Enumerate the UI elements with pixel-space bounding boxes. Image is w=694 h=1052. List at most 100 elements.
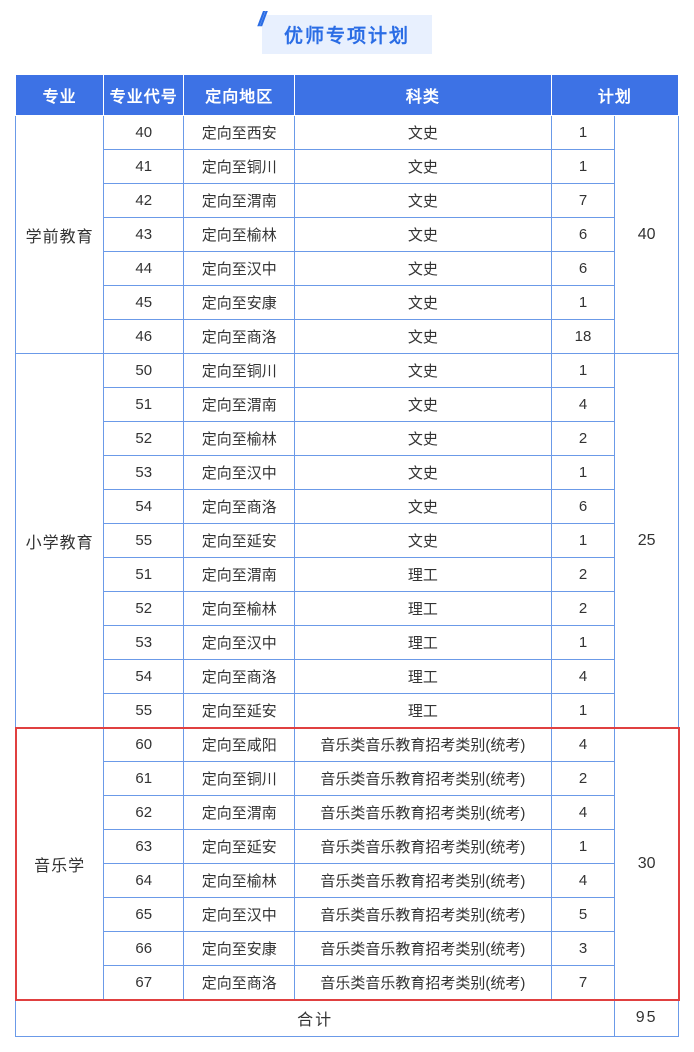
region-cell: 定向至安康	[184, 932, 295, 966]
table-row: 41定向至铜川文史1	[16, 150, 679, 184]
table-row: 43定向至榆林文史6	[16, 218, 679, 252]
subject-cell: 文史	[295, 354, 552, 388]
page-title: // 优师专项计划	[262, 15, 432, 54]
subject-cell: 理工	[295, 558, 552, 592]
code-cell: 53	[104, 456, 184, 490]
code-cell: 53	[104, 626, 184, 660]
table-row: 51定向至渭南理工2	[16, 558, 679, 592]
subject-cell: 理工	[295, 592, 552, 626]
table-row: 65定向至汉中音乐类音乐教育招考类别(统考)5	[16, 898, 679, 932]
code-cell: 55	[104, 524, 184, 558]
subject-cell: 文史	[295, 320, 552, 354]
count-cell: 1	[551, 286, 615, 320]
table-wrapper: 专业 专业代号 定向地区 科类 计划 学前教育40定向至西安文史14041定向至…	[15, 74, 679, 1037]
count-cell: 1	[551, 626, 615, 660]
region-cell: 定向至渭南	[184, 558, 295, 592]
code-cell: 55	[104, 694, 184, 728]
count-cell: 2	[551, 762, 615, 796]
plan-table: 专业 专业代号 定向地区 科类 计划 学前教育40定向至西安文史14041定向至…	[15, 74, 679, 1037]
header-subject: 科类	[295, 75, 552, 116]
subject-cell: 音乐类音乐教育招考类别(统考)	[295, 830, 552, 864]
title-accent-icon: //	[258, 9, 263, 32]
table-row: 46定向至商洛文史18	[16, 320, 679, 354]
region-cell: 定向至榆林	[184, 422, 295, 456]
code-cell: 60	[104, 728, 184, 762]
code-cell: 66	[104, 932, 184, 966]
subject-cell: 理工	[295, 694, 552, 728]
count-cell: 6	[551, 252, 615, 286]
subtotal-cell: 25	[615, 354, 679, 728]
subject-cell: 音乐类音乐教育招考类别(统考)	[295, 932, 552, 966]
table-row: 学前教育40定向至西安文史140	[16, 116, 679, 150]
code-cell: 67	[104, 966, 184, 1000]
count-cell: 18	[551, 320, 615, 354]
major-cell: 学前教育	[16, 116, 104, 354]
table-row: 67定向至商洛音乐类音乐教育招考类别(统考)7	[16, 966, 679, 1000]
region-cell: 定向至延安	[184, 694, 295, 728]
subject-cell: 音乐类音乐教育招考类别(统考)	[295, 728, 552, 762]
count-cell: 1	[551, 116, 615, 150]
header-major: 专业	[16, 75, 104, 116]
subject-cell: 文史	[295, 490, 552, 524]
count-cell: 2	[551, 592, 615, 626]
code-cell: 41	[104, 150, 184, 184]
table-row: 音乐学60定向至咸阳音乐类音乐教育招考类别(统考)430	[16, 728, 679, 762]
code-cell: 63	[104, 830, 184, 864]
count-cell: 1	[551, 694, 615, 728]
subject-cell: 理工	[295, 660, 552, 694]
footer-row: 合计95	[16, 1000, 679, 1037]
region-cell: 定向至咸阳	[184, 728, 295, 762]
table-row: 54定向至商洛文史6	[16, 490, 679, 524]
table-row: 64定向至榆林音乐类音乐教育招考类别(统考)4	[16, 864, 679, 898]
code-cell: 54	[104, 490, 184, 524]
table-row: 53定向至汉中文史1	[16, 456, 679, 490]
count-cell: 7	[551, 184, 615, 218]
region-cell: 定向至商洛	[184, 320, 295, 354]
region-cell: 定向至汉中	[184, 252, 295, 286]
subject-cell: 文史	[295, 184, 552, 218]
code-cell: 50	[104, 354, 184, 388]
subject-cell: 文史	[295, 422, 552, 456]
subject-cell: 音乐类音乐教育招考类别(统考)	[295, 898, 552, 932]
table-row: 61定向至铜川音乐类音乐教育招考类别(统考)2	[16, 762, 679, 796]
footer-total: 95	[615, 1000, 679, 1037]
count-cell: 4	[551, 864, 615, 898]
table-row: 55定向至延安文史1	[16, 524, 679, 558]
subject-cell: 文史	[295, 116, 552, 150]
code-cell: 40	[104, 116, 184, 150]
header-plan: 计划	[551, 75, 678, 116]
subject-cell: 文史	[295, 388, 552, 422]
subject-cell: 文史	[295, 218, 552, 252]
region-cell: 定向至延安	[184, 830, 295, 864]
header-code: 专业代号	[104, 75, 184, 116]
region-cell: 定向至西安	[184, 116, 295, 150]
code-cell: 64	[104, 864, 184, 898]
code-cell: 52	[104, 592, 184, 626]
table-header: 专业 专业代号 定向地区 科类 计划	[16, 75, 679, 116]
code-cell: 51	[104, 558, 184, 592]
title-container: // 优师专项计划	[15, 15, 679, 54]
table-row: 55定向至延安理工1	[16, 694, 679, 728]
code-cell: 46	[104, 320, 184, 354]
table-row: 66定向至安康音乐类音乐教育招考类别(统考)3	[16, 932, 679, 966]
region-cell: 定向至商洛	[184, 966, 295, 1000]
count-cell: 2	[551, 558, 615, 592]
subject-cell: 音乐类音乐教育招考类别(统考)	[295, 762, 552, 796]
subject-cell: 理工	[295, 626, 552, 660]
code-cell: 62	[104, 796, 184, 830]
region-cell: 定向至渭南	[184, 388, 295, 422]
region-cell: 定向至榆林	[184, 218, 295, 252]
code-cell: 61	[104, 762, 184, 796]
count-cell: 5	[551, 898, 615, 932]
subject-cell: 文史	[295, 252, 552, 286]
table-row: 52定向至榆林理工2	[16, 592, 679, 626]
region-cell: 定向至安康	[184, 286, 295, 320]
subject-cell: 文史	[295, 150, 552, 184]
count-cell: 1	[551, 150, 615, 184]
count-cell: 7	[551, 966, 615, 1000]
table-row: 54定向至商洛理工4	[16, 660, 679, 694]
subtotal-cell: 30	[615, 728, 679, 1000]
table-body: 学前教育40定向至西安文史14041定向至铜川文史142定向至渭南文史743定向…	[16, 116, 679, 1037]
table-row: 62定向至渭南音乐类音乐教育招考类别(统考)4	[16, 796, 679, 830]
table-row: 52定向至榆林文史2	[16, 422, 679, 456]
